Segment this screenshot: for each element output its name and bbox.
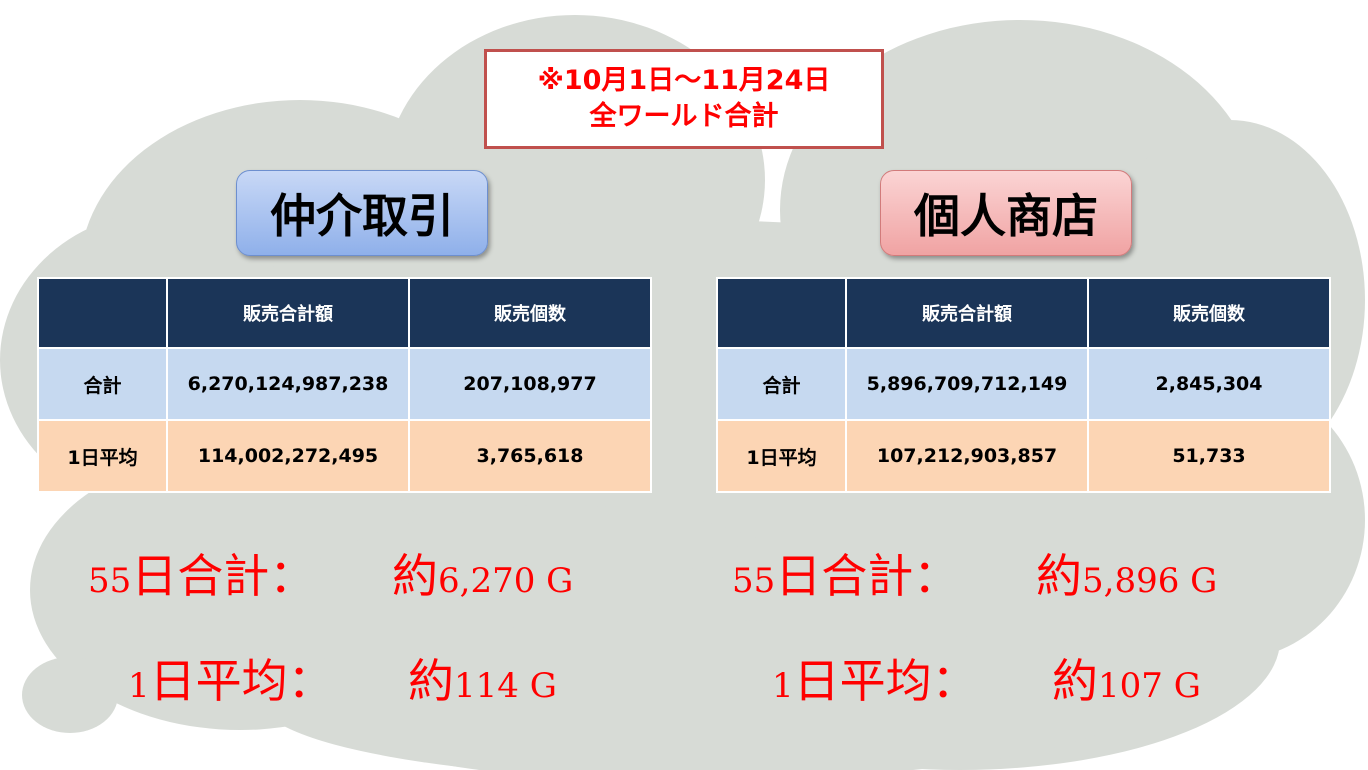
note-prefix: 1: [128, 666, 150, 706]
approx-mark: 約: [1036, 549, 1082, 603]
total-row-label: 合計: [716, 347, 847, 421]
daily-amount-cell: 114,002,272,495: [166, 419, 410, 493]
note-value: 107 G: [1098, 666, 1201, 706]
daily-count-cell: 3,765,618: [408, 419, 652, 493]
right-55day-total-note: 55日合計：: [732, 540, 959, 606]
note-value: 5,896 G: [1082, 561, 1218, 601]
header-amount-cell: 販売合計額: [845, 277, 1089, 349]
header-count-cell: 販売個数: [408, 277, 652, 349]
total-row-label: 合計: [37, 347, 168, 421]
total-count-cell: 2,845,304: [1087, 347, 1331, 421]
total-count-cell: 207,108,977: [408, 347, 652, 421]
header-count-cell: 販売個数: [1087, 277, 1331, 349]
note-prefix: 55: [88, 561, 132, 601]
daily-row-label: 1日平均: [716, 419, 847, 493]
approx-mark: 約: [392, 549, 438, 603]
note-label: 日合計：: [775, 549, 960, 603]
right-daily-average-value: 約107 G: [1052, 645, 1201, 711]
right-stats-table: 販売合計額 販売個数 合計 5,896,709,712,149 2,845,30…: [716, 277, 1331, 493]
total-amount-cell: 5,896,709,712,149: [845, 347, 1089, 421]
total-row: 合計 6,270,124,987,238 207,108,977: [37, 347, 652, 421]
note-prefix: 1: [772, 666, 794, 706]
table-header-row: 販売合計額 販売個数: [37, 277, 652, 349]
left-55day-total-note: 55日合計：: [88, 540, 315, 606]
daily-average-row: 1日平均 107,212,903,857 51,733: [716, 419, 1331, 493]
left-section-title: 仲介取引: [236, 170, 488, 256]
period-banner-line1: ※10月1日～11月24日: [537, 65, 831, 96]
daily-amount-cell: 107,212,903,857: [845, 419, 1089, 493]
right-daily-average-note: 1日平均：: [772, 645, 978, 711]
note-prefix: 55: [732, 561, 776, 601]
note-label: 日平均：: [149, 654, 334, 708]
left-55day-total-value: 約6,270 G: [392, 540, 573, 606]
left-daily-average-note: 1日平均：: [128, 645, 334, 711]
period-banner: ※10月1日～11月24日 全ワールド合計: [484, 49, 884, 149]
header-blank-cell: [37, 277, 168, 349]
note-value: 6,270 G: [438, 561, 574, 601]
left-daily-average-value: 約114 G: [408, 645, 557, 711]
total-row: 合計 5,896,709,712,149 2,845,304: [716, 347, 1331, 421]
note-label: 日平均：: [793, 654, 978, 708]
daily-row-label: 1日平均: [37, 419, 168, 493]
period-banner-line2: 全ワールド合計: [589, 101, 779, 132]
header-blank-cell: [716, 277, 847, 349]
total-amount-cell: 6,270,124,987,238: [166, 347, 410, 421]
note-label: 日合計：: [131, 549, 316, 603]
daily-count-cell: 51,733: [1087, 419, 1331, 493]
table-header-row: 販売合計額 販売個数: [716, 277, 1331, 349]
note-value: 114 G: [454, 666, 557, 706]
right-section-title: 個人商店: [880, 170, 1132, 256]
approx-mark: 約: [408, 654, 454, 708]
header-amount-cell: 販売合計額: [166, 277, 410, 349]
approx-mark: 約: [1052, 654, 1098, 708]
right-55day-total-value: 約5,896 G: [1036, 540, 1217, 606]
left-stats-table: 販売合計額 販売個数 合計 6,270,124,987,238 207,108,…: [37, 277, 652, 493]
daily-average-row: 1日平均 114,002,272,495 3,765,618: [37, 419, 652, 493]
